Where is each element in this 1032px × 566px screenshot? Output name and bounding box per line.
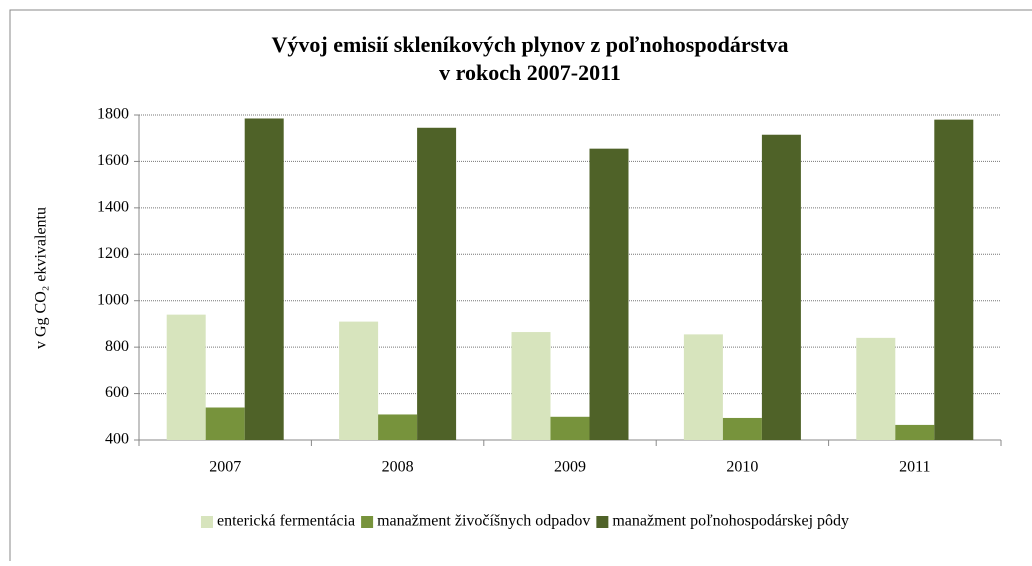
legend-label: enterická fermentácia	[217, 513, 355, 530]
bar	[417, 127, 457, 441]
y-tick-label: 400	[105, 431, 129, 448]
legend-label: manažment poľnohospodárskej pôdy	[612, 513, 849, 530]
chart-title: Vývoj emisií skleníkových plynov z poľno…	[271, 32, 788, 57]
bar	[589, 148, 629, 441]
bar	[378, 414, 418, 440]
x-tick-label: 2011	[899, 459, 930, 476]
y-tick-label: 1200	[97, 245, 129, 262]
x-tick-label: 2007	[209, 459, 241, 476]
chart-title: v rokoch 2007-2011	[439, 60, 621, 85]
x-tick-label: 2009	[554, 459, 586, 476]
y-tick-label: 800	[105, 338, 129, 355]
y-tick-label: 600	[105, 384, 129, 401]
chart-frame	[9, 9, 1032, 566]
bar	[166, 314, 206, 440]
legend-swatch	[361, 516, 374, 528]
bar	[511, 332, 551, 440]
bar	[761, 134, 801, 440]
bar	[550, 416, 590, 440]
legend-swatch	[200, 516, 213, 528]
bar	[244, 118, 284, 440]
legend-label: manažment živočíšnych odpadov	[377, 513, 590, 530]
bar	[205, 407, 245, 440]
bar	[934, 119, 974, 441]
bar	[683, 334, 723, 440]
y-axis-label: v Gg CO₂ ekvivalentu	[33, 207, 50, 349]
y-tick-label: 1400	[97, 199, 129, 216]
y-tick-label: 1800	[97, 106, 129, 123]
legend-swatch	[596, 516, 609, 528]
y-tick-label: 1000	[97, 291, 129, 308]
bar	[895, 424, 935, 440]
bar	[856, 337, 896, 440]
bar	[339, 321, 379, 440]
x-tick-label: 2010	[726, 459, 758, 476]
y-tick-label: 1600	[97, 152, 129, 169]
x-tick-label: 2008	[382, 459, 414, 476]
bar	[722, 417, 762, 440]
